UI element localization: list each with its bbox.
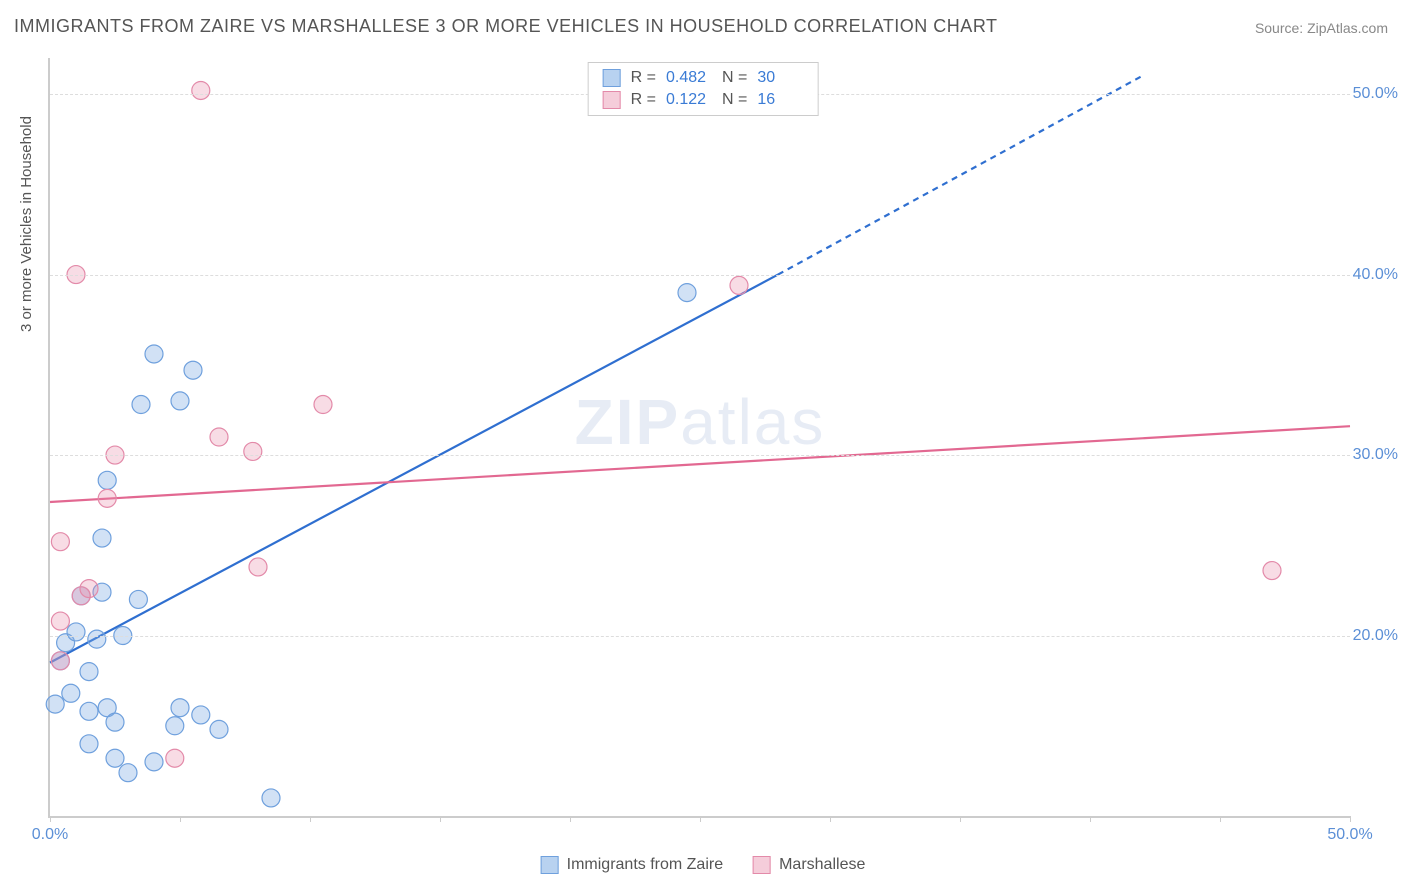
gridline-h <box>50 636 1350 637</box>
xtick-mark <box>310 816 311 822</box>
xtick-mark <box>700 816 701 822</box>
ytick-label: 50.0% <box>1353 85 1398 103</box>
xtick-mark <box>1350 816 1351 822</box>
ytick-label: 20.0% <box>1353 627 1398 645</box>
gridline-h <box>50 455 1350 456</box>
xtick-mark <box>570 816 571 822</box>
chart-title: IMMIGRANTS FROM ZAIRE VS MARSHALLESE 3 O… <box>14 16 997 37</box>
n-label: N = <box>722 89 747 111</box>
xtick-mark <box>440 816 441 822</box>
plot-area: ZIPatlas 20.0%30.0%40.0%50.0%0.0%50.0% <box>48 58 1350 818</box>
plot-svg <box>50 58 1350 816</box>
xtick-mark <box>830 816 831 822</box>
xtick-label: 50.0% <box>1327 826 1372 844</box>
xtick-mark <box>960 816 961 822</box>
xtick-mark <box>1090 816 1091 822</box>
xtick-label: 0.0% <box>32 826 68 844</box>
r-label: R = <box>631 89 656 111</box>
legend-row-series-1: R = 0.122 N = 16 <box>603 89 804 111</box>
legend-swatch-series-1 <box>603 91 621 109</box>
ytick-label: 30.0% <box>1353 446 1398 464</box>
n-value-series-1: 16 <box>757 89 803 111</box>
legend-swatch-series-0 <box>603 69 621 87</box>
n-value-series-0: 30 <box>757 67 803 89</box>
r-label: R = <box>631 67 656 89</box>
legend-swatch-bottom-0 <box>541 856 559 874</box>
n-label: N = <box>722 67 747 89</box>
source-label: Source: ZipAtlas.com <box>1255 20 1388 36</box>
xtick-mark <box>50 816 51 822</box>
legend-correlation: R = 0.482 N = 30 R = 0.122 N = 16 <box>588 62 819 116</box>
legend-series: Immigrants from Zaire Marshallese <box>541 856 866 874</box>
y-axis-label: 3 or more Vehicles in Household <box>18 116 35 332</box>
ytick-label: 40.0% <box>1353 266 1398 284</box>
xtick-mark <box>1220 816 1221 822</box>
legend-swatch-bottom-1 <box>753 856 771 874</box>
xtick-mark <box>180 816 181 822</box>
r-value-series-0: 0.482 <box>666 67 712 89</box>
legend-label-series-1: Marshallese <box>779 856 865 874</box>
legend-label-series-0: Immigrants from Zaire <box>567 856 723 874</box>
legend-row-series-0: R = 0.482 N = 30 <box>603 67 804 89</box>
legend-item-series-0: Immigrants from Zaire <box>541 856 723 874</box>
r-value-series-1: 0.122 <box>666 89 712 111</box>
chart-container: IMMIGRANTS FROM ZAIRE VS MARSHALLESE 3 O… <box>0 0 1406 892</box>
gridline-h <box>50 275 1350 276</box>
legend-item-series-1: Marshallese <box>753 856 865 874</box>
